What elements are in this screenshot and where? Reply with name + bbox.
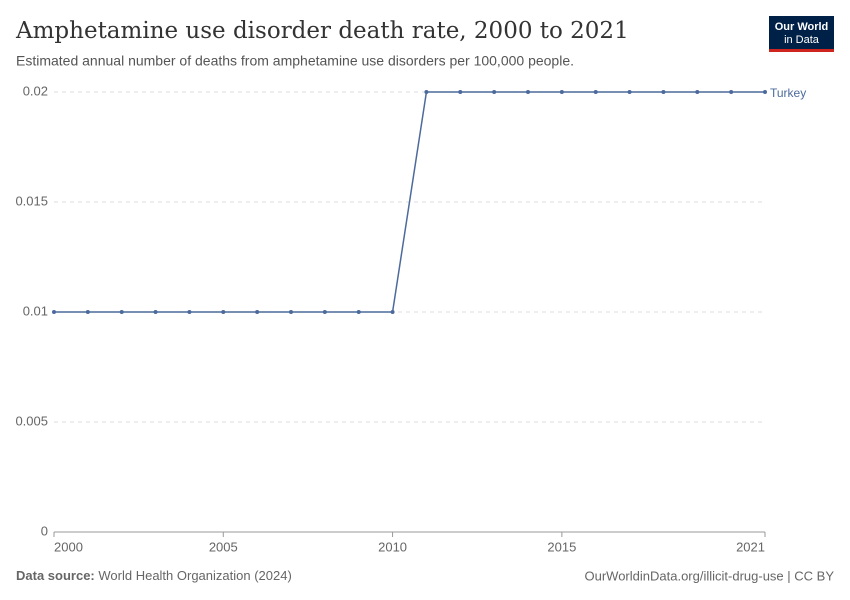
point bbox=[424, 90, 429, 94]
x-tick-label: 2000 bbox=[54, 539, 83, 554]
point bbox=[255, 310, 260, 314]
point bbox=[390, 310, 395, 314]
point bbox=[153, 310, 158, 314]
point bbox=[85, 310, 90, 314]
y-tick-label: 0.01 bbox=[23, 303, 48, 318]
y-tick-label: 0.02 bbox=[23, 83, 48, 98]
point bbox=[356, 310, 361, 314]
line bbox=[54, 91, 765, 313]
logo-text: in Data bbox=[784, 34, 820, 46]
x-tick-label: 2015 bbox=[547, 539, 576, 554]
point bbox=[52, 310, 56, 314]
legend-label: Turkey bbox=[770, 86, 806, 100]
source-label: Data source: bbox=[16, 568, 95, 583]
x-tick-label: 2010 bbox=[378, 539, 407, 554]
y-tick-label: 0 bbox=[41, 523, 48, 538]
point bbox=[492, 90, 497, 94]
logo-text: Our World bbox=[775, 21, 829, 33]
logo-bar bbox=[769, 49, 834, 52]
point bbox=[593, 90, 598, 94]
chart-subtitle: Estimated annual number of deaths from a… bbox=[16, 53, 574, 69]
y-tick-label: 0.015 bbox=[15, 193, 48, 208]
x-tick-label: 2021 bbox=[736, 539, 765, 554]
chart-title: Amphetamine use disorder death rate, 200… bbox=[15, 18, 629, 44]
point bbox=[289, 310, 293, 314]
point bbox=[119, 310, 124, 314]
source: Data source: World Health Organization (… bbox=[16, 568, 292, 583]
point bbox=[763, 90, 767, 94]
point bbox=[627, 90, 632, 94]
point bbox=[458, 90, 463, 94]
y-tick-label: 0.005 bbox=[15, 413, 48, 428]
logo bbox=[769, 16, 834, 52]
point bbox=[661, 90, 666, 94]
url: OurWorldinData.org/illicit-drug-use | CC… bbox=[585, 568, 835, 583]
x-tick-label: 2005 bbox=[209, 539, 238, 554]
point bbox=[322, 310, 327, 314]
point bbox=[559, 90, 564, 94]
point bbox=[729, 90, 734, 94]
point bbox=[187, 310, 192, 314]
source-text: World Health Organization (2024) bbox=[98, 568, 291, 583]
point bbox=[695, 90, 700, 94]
point bbox=[221, 310, 226, 314]
point bbox=[526, 90, 530, 94]
